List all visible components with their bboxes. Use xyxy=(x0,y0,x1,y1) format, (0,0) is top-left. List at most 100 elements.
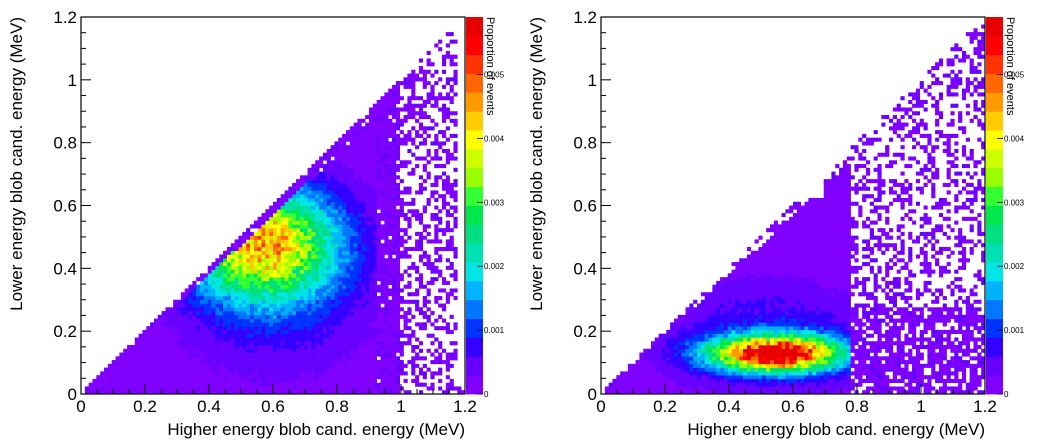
heatmap-cell xyxy=(658,382,663,387)
heatmap-cell xyxy=(365,171,370,176)
heatmap-cell xyxy=(365,190,370,195)
heatmap-cell xyxy=(150,356,155,361)
heatmap-cell xyxy=(407,333,412,338)
heatmap-cell xyxy=(743,367,748,372)
heatmap-cell xyxy=(735,288,740,293)
heatmap-cell xyxy=(693,386,698,391)
heatmap-cell xyxy=(192,307,197,312)
heatmap-cell xyxy=(349,348,354,353)
heatmap-cell xyxy=(127,375,132,380)
heatmap-cell xyxy=(361,175,366,180)
heatmap-cell xyxy=(746,262,752,267)
heatmap-cell xyxy=(392,133,397,138)
heatmap-cell xyxy=(727,344,732,350)
heatmap-cell xyxy=(311,216,316,221)
heatmap-cell xyxy=(342,375,347,380)
heatmap-cell xyxy=(288,277,293,282)
heatmap-cell xyxy=(307,326,312,331)
heatmap-cell xyxy=(365,126,370,131)
heatmap-cell xyxy=(434,197,439,203)
heatmap-cell xyxy=(662,333,667,338)
heatmap-cell xyxy=(739,273,744,278)
heatmap-cell xyxy=(438,386,443,391)
heatmap-cell xyxy=(720,363,725,368)
heatmap-cell xyxy=(453,179,458,184)
heatmap-cell xyxy=(299,333,305,338)
heatmap-cell xyxy=(169,337,174,342)
heatmap-cell xyxy=(342,133,347,138)
heatmap-cell xyxy=(203,322,209,327)
heatmap-cell xyxy=(708,341,713,346)
heatmap-cell xyxy=(384,220,389,225)
heatmap-cell xyxy=(627,367,633,372)
heatmap-cell xyxy=(288,378,293,383)
heatmap-cell xyxy=(399,209,404,214)
heatmap-cell xyxy=(415,231,420,236)
heatmap-cell xyxy=(276,390,281,395)
heatmap-cell xyxy=(273,386,278,391)
heatmap-cell xyxy=(712,337,717,342)
heatmap-cell xyxy=(384,356,389,361)
heatmap-cell xyxy=(441,231,447,236)
heatmap-cell xyxy=(731,273,736,278)
heatmap-cell xyxy=(395,390,401,395)
heatmap-cell xyxy=(735,371,740,376)
heatmap-cell xyxy=(200,318,205,323)
heatmap-cell xyxy=(153,363,159,368)
heatmap-cell xyxy=(399,130,404,135)
heatmap-cell xyxy=(104,386,109,391)
heatmap-cell xyxy=(395,386,401,391)
heatmap-cell xyxy=(735,311,740,316)
heatmap-cell xyxy=(292,201,297,206)
heatmap-cell xyxy=(138,356,143,361)
heatmap-cell xyxy=(345,348,351,353)
heatmap-cell xyxy=(134,344,139,350)
heatmap-cell xyxy=(246,371,251,376)
heatmap-cell xyxy=(380,344,385,350)
heatmap-cell xyxy=(388,246,393,252)
heatmap-cell xyxy=(376,239,381,244)
heatmap-cell xyxy=(438,367,443,372)
heatmap-cell xyxy=(357,190,362,195)
heatmap-cell xyxy=(723,318,729,323)
heatmap-cell xyxy=(708,360,713,365)
heatmap-cell xyxy=(666,371,671,376)
heatmap-cell xyxy=(392,171,397,176)
heatmap-cell xyxy=(330,326,335,331)
heatmap-cell xyxy=(392,371,397,376)
heatmap-cell xyxy=(395,356,401,361)
heatmap-cell xyxy=(196,341,201,346)
heatmap-cell xyxy=(376,145,381,150)
heatmap-cell xyxy=(372,182,377,187)
heatmap-cell xyxy=(276,262,281,267)
heatmap-cell xyxy=(303,194,308,199)
heatmap-cell xyxy=(392,288,397,293)
heatmap-cell xyxy=(296,254,301,259)
heatmap-cell xyxy=(192,356,197,361)
heatmap-cell xyxy=(372,126,377,131)
heatmap-cell xyxy=(345,344,351,350)
heatmap-cell xyxy=(203,295,209,301)
heatmap-cell xyxy=(403,164,408,169)
heatmap-cell xyxy=(700,382,705,387)
heatmap-cell xyxy=(624,378,629,383)
heatmap-cell xyxy=(192,367,197,372)
heatmap-cell xyxy=(357,375,362,380)
heatmap-cell xyxy=(422,284,427,289)
heatmap-cell xyxy=(338,239,343,244)
heatmap-cell xyxy=(269,341,274,346)
heatmap-cell xyxy=(169,352,174,357)
heatmap-cell xyxy=(273,371,278,376)
heatmap-cell xyxy=(708,299,713,304)
heatmap-cell xyxy=(365,175,370,180)
heatmap-right-svg: 0 0.2 0.4 0.6 0.8 1 1.2 00.20.40.60.811.2 High… xyxy=(527,8,1025,439)
heatmap-cell xyxy=(700,326,705,331)
heatmap-cell xyxy=(169,356,174,361)
heatmap-cell xyxy=(392,115,397,120)
heatmap-cell xyxy=(288,190,293,195)
heatmap-cell xyxy=(384,103,389,108)
heatmap-cell xyxy=(395,231,401,236)
heatmap-cell xyxy=(219,277,224,282)
heatmap-cell xyxy=(422,295,427,301)
heatmap-cell xyxy=(365,326,370,331)
